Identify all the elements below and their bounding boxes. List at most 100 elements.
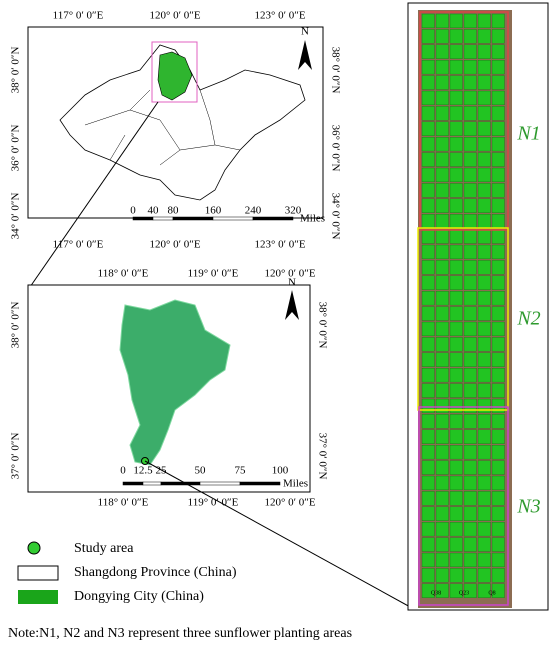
legend-label: Shangdong Province (China)	[74, 565, 237, 580]
lat-label: 38° 0′ 0″N	[316, 302, 328, 349]
plot-cell	[421, 460, 435, 475]
lat-label: 34° 0′ 0″N	[10, 193, 22, 240]
plot-cell	[463, 383, 477, 398]
plot-cell	[421, 368, 435, 383]
plot-cell	[435, 214, 449, 229]
plot-cell	[463, 398, 477, 414]
plot-cell	[421, 90, 435, 106]
plot-cell	[449, 414, 463, 429]
plot-cell	[463, 75, 477, 90]
plot-cell	[477, 152, 491, 167]
plot-cell	[435, 368, 449, 383]
plot-cell	[449, 460, 463, 475]
scale-bar	[122, 481, 144, 486]
north-arrow	[285, 290, 299, 320]
plot-cell	[435, 475, 449, 491]
scale-unit: Miles	[283, 478, 308, 490]
legend-marker	[27, 541, 41, 555]
plot-cell	[491, 414, 505, 429]
plot-cell	[449, 445, 463, 460]
plot-cell	[449, 568, 463, 583]
plot-cell	[435, 383, 449, 398]
plot-cell	[421, 398, 435, 414]
plot-cell	[421, 106, 435, 121]
plot-cell	[449, 429, 463, 444]
plot-cell	[491, 568, 505, 583]
plot-cell	[491, 29, 505, 44]
connector	[144, 460, 413, 609]
plot-cell	[491, 198, 505, 213]
plot-cell	[449, 29, 463, 44]
highlight-box	[151, 41, 198, 103]
plot-cell	[435, 44, 449, 59]
plot-cell	[463, 260, 477, 275]
plot-cell	[449, 306, 463, 321]
plot-cell	[449, 291, 463, 306]
area-label: N2	[516, 308, 540, 330]
lon-label: 117° 0′ 0″E	[53, 239, 104, 251]
plot-cell	[449, 368, 463, 383]
plot-cell	[477, 445, 491, 460]
plot-cell	[449, 60, 463, 75]
plot-cell	[491, 75, 505, 90]
plot-cell	[421, 229, 435, 244]
lon-label: 119° 0′ 0″E	[188, 497, 239, 509]
plot-cell	[435, 29, 449, 44]
plot-cell	[477, 291, 491, 306]
plot-cell	[449, 121, 463, 136]
plot-cell	[491, 106, 505, 121]
scale-label: 40	[148, 205, 160, 217]
scale-bar	[160, 481, 201, 486]
plot-cell	[477, 352, 491, 367]
plot-cell	[491, 506, 505, 521]
lon-label: 118° 0′ 0″E	[98, 497, 149, 509]
plot-cell	[477, 321, 491, 337]
scale-label: 100	[272, 465, 289, 477]
plot-cell	[421, 167, 435, 183]
legend-swatch	[17, 565, 59, 581]
plot-cell	[463, 429, 477, 444]
plot-cell	[449, 90, 463, 106]
plot-cell	[463, 568, 477, 583]
plot-cell	[421, 121, 435, 136]
dongying-area	[157, 51, 193, 101]
plot-cell	[435, 537, 449, 552]
plot-cell	[435, 183, 449, 198]
plot-cell	[449, 13, 463, 29]
plot-cell	[449, 552, 463, 568]
plot-cell	[449, 229, 463, 244]
plot-cell	[463, 291, 477, 306]
city-borders	[84, 89, 241, 166]
north-label: N	[301, 26, 309, 38]
plot-cell	[463, 583, 477, 598]
plot-cell	[463, 106, 477, 121]
scale-label: 75	[235, 465, 247, 477]
plot-cell	[477, 460, 491, 475]
lat-label: 34° 0′ 0″N	[329, 193, 341, 240]
plot-cell	[477, 475, 491, 491]
plot-cell	[449, 167, 463, 183]
plot-cell	[477, 75, 491, 90]
plot-cell	[491, 522, 505, 537]
plot-cell	[435, 291, 449, 306]
plot-cell	[421, 275, 435, 290]
lat-label: 36° 0′ 0″N	[10, 125, 22, 172]
plot-cell	[435, 352, 449, 367]
lon-label: 120° 0′ 0″E	[149, 239, 200, 251]
plot-cell	[463, 229, 477, 244]
plot-cell	[435, 337, 449, 352]
plot-cell	[491, 337, 505, 352]
plot-cell	[421, 445, 435, 460]
plot-cell	[421, 583, 435, 598]
plot-cell	[449, 44, 463, 59]
plot-cell	[435, 306, 449, 321]
plot-cell	[449, 522, 463, 537]
plot-cell	[463, 183, 477, 198]
plot-cell	[491, 60, 505, 75]
plot-cell	[463, 522, 477, 537]
plot-cell	[477, 229, 491, 244]
plot-cell	[463, 321, 477, 337]
plot-cell	[421, 29, 435, 44]
lat-label: 37° 0′ 0″N	[316, 433, 328, 480]
